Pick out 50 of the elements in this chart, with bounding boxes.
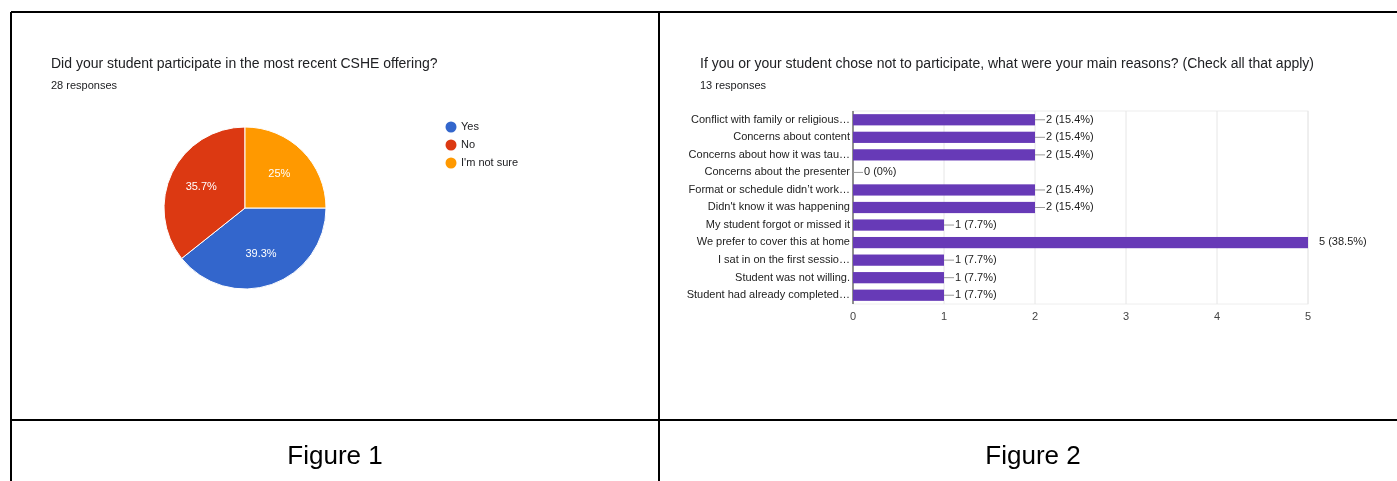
bar [853, 184, 1035, 196]
legend-label: Yes [461, 119, 480, 132]
chart-title: Did your student participate in the most recent CSHE offering? [51, 55, 438, 71]
bar [853, 201, 1035, 214]
caption: Figure 2 [985, 440, 1081, 470]
bar [853, 114, 1035, 126]
y-tick-label: My student forgot or missed it [705, 217, 850, 230]
text: 13 responses [700, 79, 767, 91]
data-label: 35.7% [185, 179, 218, 192]
data-label: 2 (15.4%) [1046, 182, 1094, 195]
data-label: 1 (7.7%) [955, 270, 997, 283]
x-tick-label: 5 [1304, 310, 1312, 322]
bar [853, 131, 1035, 143]
x-tick-label: 4 [1213, 310, 1221, 322]
y-tick-label: Conflict with family or religious… [691, 112, 850, 125]
data-label: 2 (15.4%) [1046, 147, 1094, 160]
data-label: 1 (7.7%) [955, 253, 997, 266]
legend-label: I'm not sure [461, 155, 519, 168]
data-label: 25% [268, 166, 291, 179]
y-tick-label: Didn't know it was happening [707, 200, 850, 213]
x-tick-label: 1 [940, 310, 948, 322]
y-tick-label: We prefer to cover this at home [696, 235, 850, 248]
bar [853, 219, 944, 231]
y-tick-label: Concerns about content [733, 130, 850, 143]
bar [853, 272, 944, 284]
chart-title: If you or your student chose not to participate, what were your main reasons? (Check all that apply) [700, 55, 1314, 71]
data-label: 0 (0%) [864, 165, 897, 178]
x-tick-label: 3 [1122, 310, 1130, 322]
chart-subtitle: 28 responses [51, 79, 118, 91]
data-label: 39.3% [245, 246, 277, 259]
y-tick-label: Format or schedule didn’t work… [688, 182, 850, 195]
bar [853, 149, 1035, 161]
y-tick-label: Student had already completed… [686, 288, 850, 301]
data-label: 2 (15.4%) [1046, 130, 1094, 143]
y-tick-label: I sat in on the first sessio… [717, 253, 850, 266]
x-tick-label: 0 [849, 310, 857, 322]
data-label: 2 (15.4%) [1046, 200, 1094, 213]
caption: Figure 1 [287, 440, 383, 470]
y-tick-label: Concerns about the presenter [704, 165, 851, 178]
y-tick-label: Student was not willing. [735, 270, 850, 283]
x-tick-label: 2 [1031, 310, 1039, 322]
y-tick-label: Concerns about how it was tau… [688, 147, 850, 160]
bar [853, 289, 944, 301]
legend-label: No [461, 137, 476, 150]
bar [853, 254, 944, 266]
data-label: 1 (7.7%) [955, 288, 997, 301]
data-label: 5 (38.5%) [1319, 235, 1367, 248]
data-label: 2 (15.4%) [1046, 112, 1094, 125]
data-label: 1 (7.7%) [955, 217, 997, 230]
bar [853, 236, 1308, 249]
